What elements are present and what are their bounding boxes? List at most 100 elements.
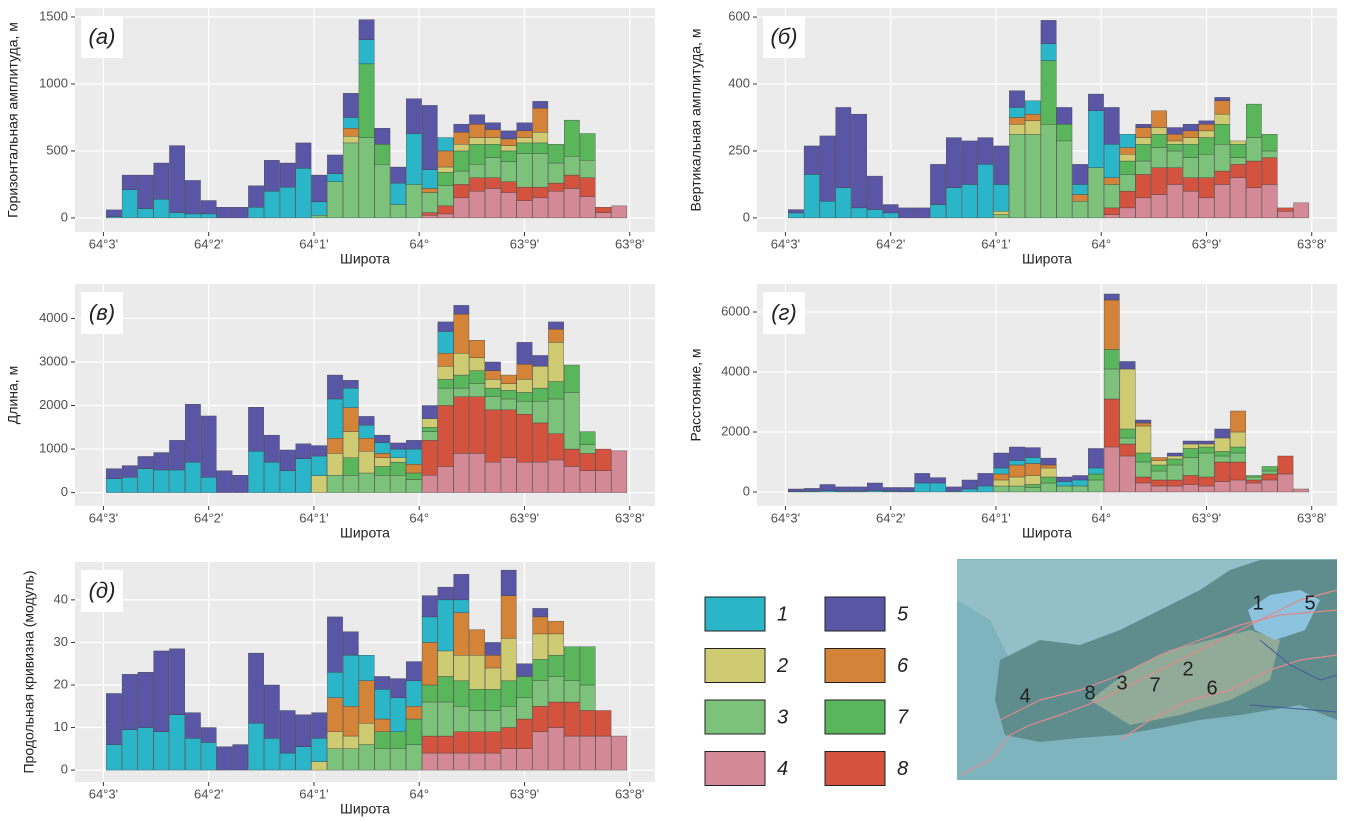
bar-segment — [343, 128, 358, 136]
bar-segment — [580, 736, 595, 770]
bar-segment — [1167, 141, 1182, 144]
bar-segment — [851, 208, 866, 218]
bar-segment — [1262, 471, 1277, 474]
bar-segment — [1136, 138, 1151, 145]
bar-segment — [185, 713, 200, 739]
bar-segment — [485, 138, 500, 145]
bar-segment — [1104, 399, 1119, 447]
bar-segment — [915, 483, 930, 492]
legend-label: 8 — [897, 758, 908, 780]
bar-segment — [883, 205, 898, 213]
bar-segment — [469, 753, 484, 770]
bar-segment — [1009, 447, 1024, 461]
bar-segment — [1183, 484, 1198, 492]
bar-segment — [469, 630, 484, 656]
bar-segment — [836, 487, 851, 491]
bar-segment — [930, 483, 945, 492]
bar-segment — [375, 475, 390, 492]
bar-segment — [343, 736, 358, 749]
bar-segment — [533, 101, 548, 108]
x-tick-label: 64°1' — [299, 236, 328, 251]
bar-segment — [1073, 164, 1088, 184]
bar-segment — [1294, 203, 1309, 218]
bar-segment — [327, 399, 342, 438]
bar-segment — [233, 745, 248, 771]
x-axis-label: Широта — [1022, 251, 1072, 267]
x-tick-label: 63°8' — [615, 236, 644, 251]
bar-segment — [406, 745, 421, 771]
bar-segment — [962, 489, 977, 492]
bar-segment — [359, 451, 374, 473]
x-tick-label: 63°9' — [1192, 236, 1221, 251]
legend-swatch — [705, 649, 765, 683]
bar-segment — [533, 659, 548, 680]
bar-segment — [454, 375, 469, 388]
map: 1 5 4 8 3 7 2 6 — [957, 559, 1337, 780]
bar-segment — [138, 175, 153, 208]
bar-segment — [548, 144, 563, 163]
bar-segment — [1183, 191, 1198, 218]
bar-segment — [1215, 171, 1230, 184]
bar-segment — [343, 388, 358, 408]
bar-segment — [343, 749, 358, 770]
bar-segment — [391, 458, 406, 462]
bar-segment — [375, 676, 390, 689]
bar-segment — [548, 191, 563, 218]
bar-segment — [359, 20, 374, 40]
bar-segment — [1025, 457, 1040, 463]
bar-segment — [1041, 20, 1056, 43]
bar-segment — [1136, 426, 1151, 453]
y-tick-label: 0 — [61, 484, 68, 499]
y-axis-label: Длина, м — [5, 366, 21, 424]
bar-segment — [469, 144, 484, 164]
bar-segment — [1183, 124, 1198, 131]
bar-segment — [422, 192, 437, 212]
bar-segment — [469, 655, 484, 689]
bar-segment — [1104, 208, 1119, 215]
bar-segment — [375, 749, 390, 770]
bar-segment — [612, 451, 627, 493]
bar-segment — [1199, 198, 1214, 218]
bar-segment — [596, 449, 611, 471]
bar-segment — [438, 186, 453, 206]
bar-segment — [867, 176, 882, 209]
bar-segment — [930, 478, 945, 483]
bar-segment — [1041, 477, 1056, 483]
bar-segment — [501, 390, 516, 399]
x-tick-label: 63°8' — [615, 510, 644, 525]
bar-segment — [1136, 483, 1151, 492]
bar-segment — [1136, 477, 1151, 483]
bar-segment — [1041, 465, 1056, 468]
bar-segment — [564, 365, 579, 392]
bar-segment — [106, 210, 121, 217]
bar-segment — [406, 480, 421, 493]
bar-segment — [438, 172, 453, 185]
bar-segment — [1025, 475, 1040, 484]
bar-segment — [185, 214, 200, 218]
bar-segment — [454, 397, 469, 454]
bar-segment — [327, 749, 342, 770]
bar-segment — [915, 208, 930, 218]
y-tick-label: 600 — [728, 8, 750, 23]
bar-segment — [1230, 144, 1245, 157]
bar-segment — [580, 432, 595, 445]
bar-segment — [1215, 481, 1230, 492]
bar-segment — [946, 487, 961, 491]
bar-segment — [1136, 462, 1151, 477]
bar-segment — [454, 171, 469, 184]
x-tick-label: 63°9' — [510, 786, 539, 801]
bar-segment — [1120, 208, 1135, 218]
bar-segment — [154, 163, 169, 199]
bar-segment — [1199, 178, 1214, 198]
bar-segment — [899, 208, 914, 218]
x-tick-label: 63°8' — [1297, 510, 1326, 525]
bar-segment — [406, 662, 421, 681]
bar-segment — [1230, 480, 1245, 492]
bar-segment — [154, 199, 169, 218]
legend-swatch — [825, 752, 885, 786]
bar-segment — [1057, 107, 1072, 124]
bar-segment — [501, 681, 516, 707]
bar-segment — [343, 93, 358, 117]
bar-segment — [280, 471, 295, 493]
x-tick-label: 64° — [1091, 236, 1111, 251]
